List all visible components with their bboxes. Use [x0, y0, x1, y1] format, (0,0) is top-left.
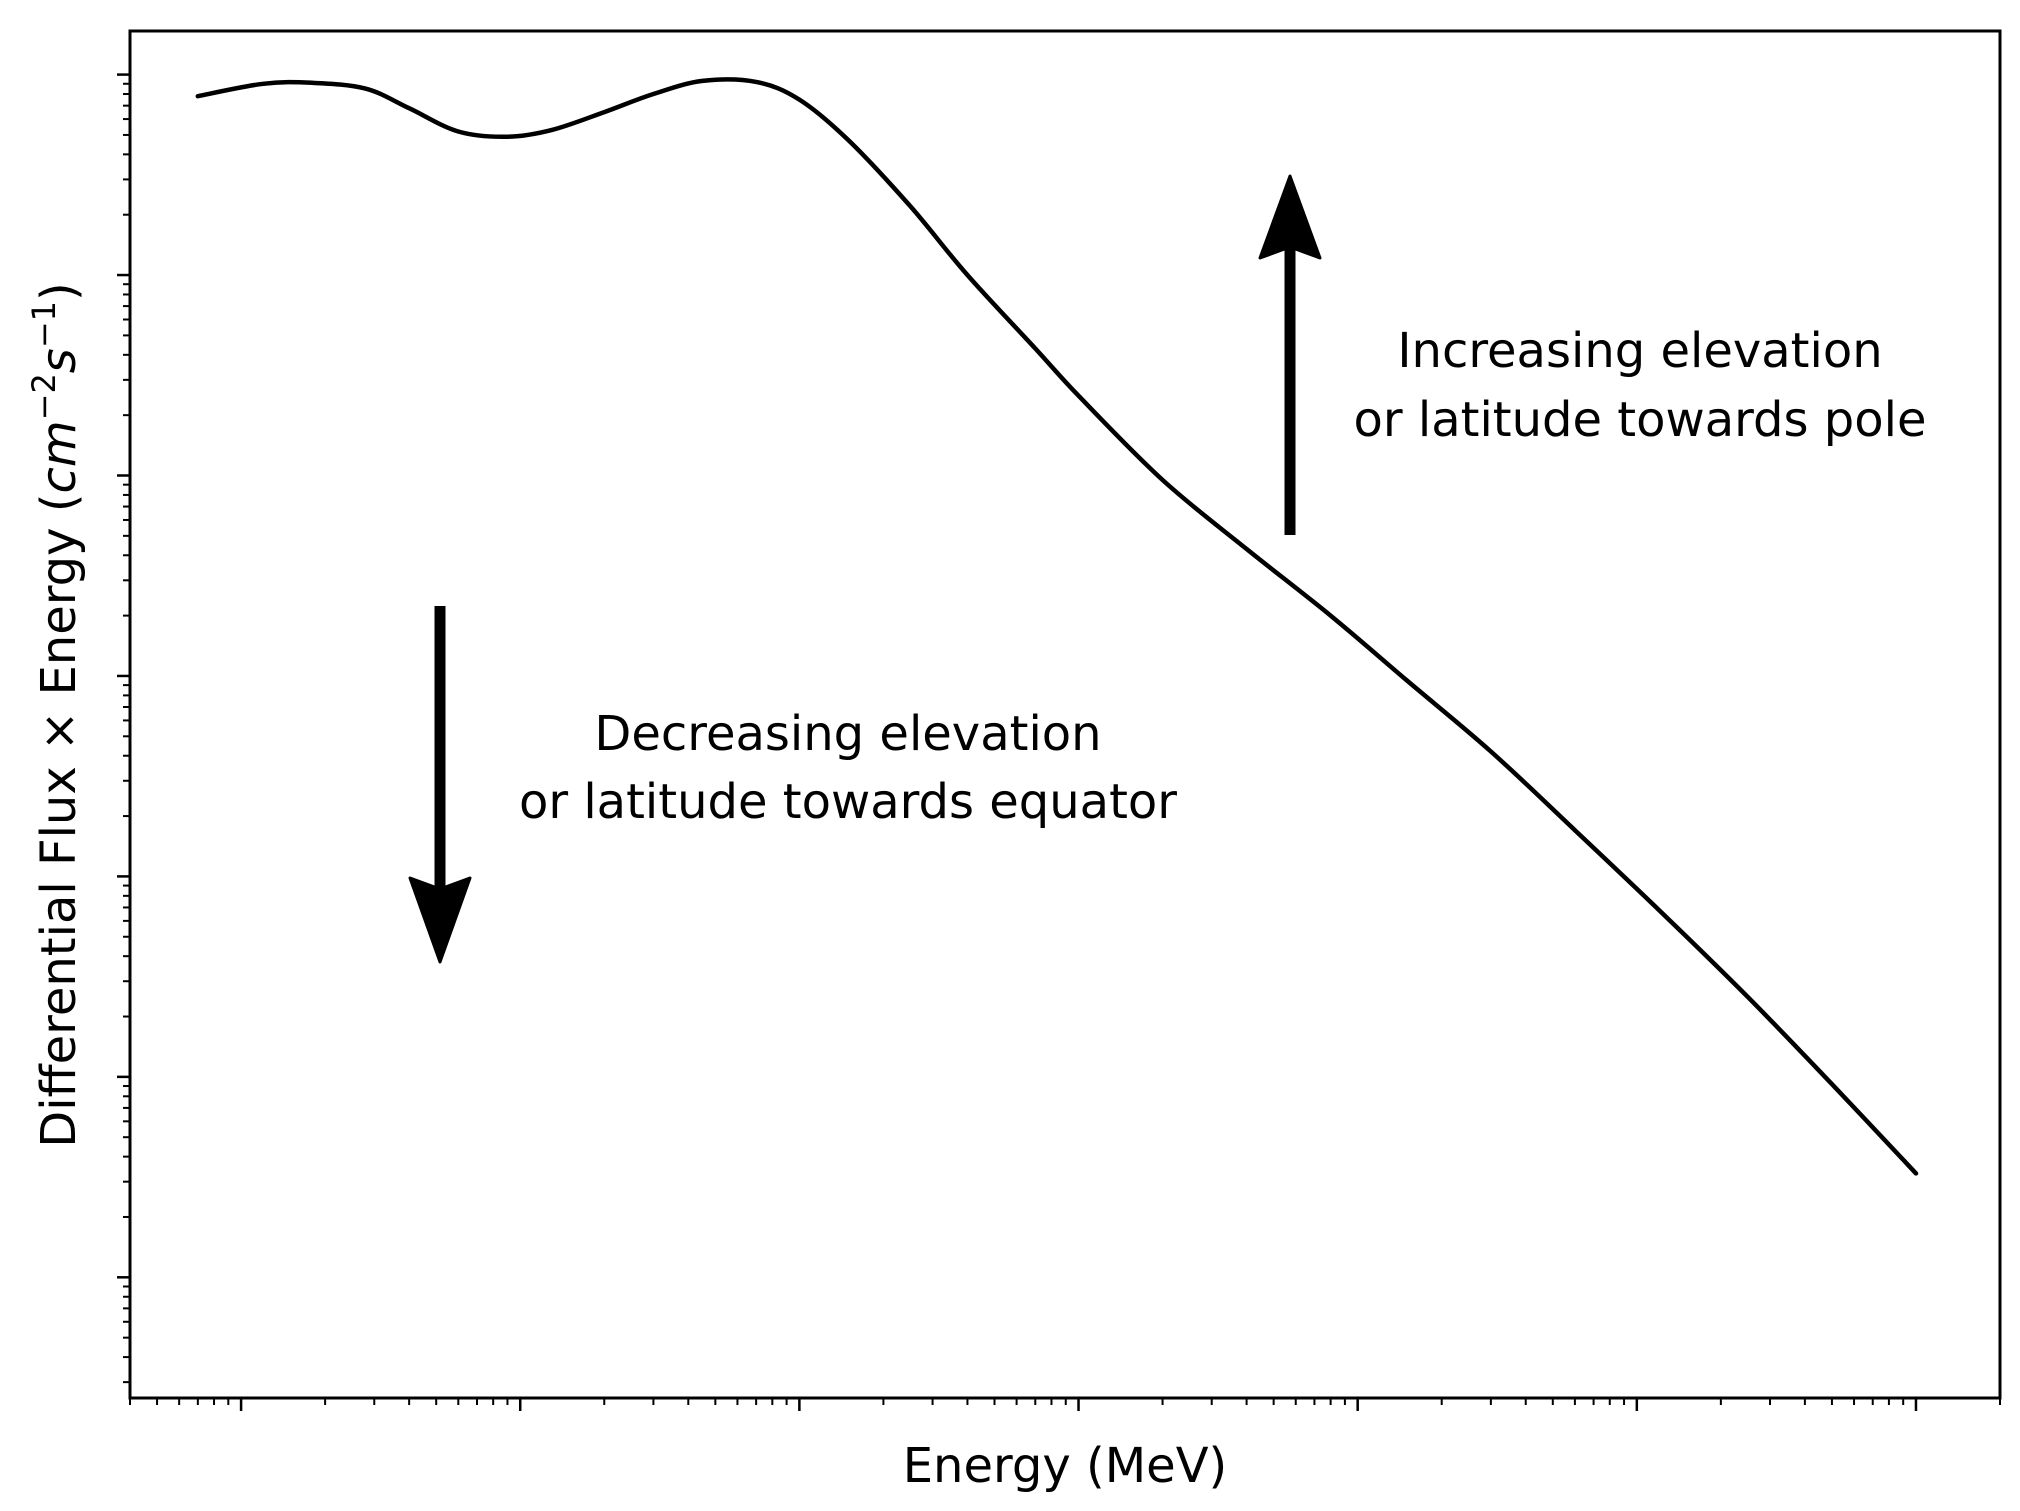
arrow-down-head: [408, 876, 472, 964]
y-axis-label-unit1: cm: [31, 420, 87, 493]
annotation-decreasing: Decreasing elevation or latitude towards…: [408, 606, 1177, 964]
y-axis-label-suffix: ): [31, 282, 87, 301]
plot-frame: [128, 29, 2002, 1400]
arrow-up-head: [1258, 174, 1322, 260]
annotation-decreasing-line1: Decreasing elevation: [594, 706, 1101, 762]
series-line: [195, 77, 1919, 1176]
y-axis-label-exp1: −2: [25, 373, 63, 420]
annotation-increasing: Increasing elevation or latitude towards…: [1258, 174, 1927, 535]
annotation-increasing-line2: or latitude towards pole: [1354, 392, 1927, 448]
y-axis-label-unit2: s: [31, 348, 87, 373]
annotation-increasing-line1: Increasing elevation: [1397, 323, 1882, 379]
x-axis-label: Energy (MeV): [903, 1438, 1228, 1494]
y-axis-label-exp2: −1: [25, 301, 63, 348]
y-axis-label: Differential Flux × Energy (cm−2s−1): [25, 282, 87, 1147]
annotation-decreasing-line2: or latitude towards equator: [519, 774, 1177, 830]
y-axis-label-prefix: Differential Flux × Energy (: [31, 494, 87, 1148]
